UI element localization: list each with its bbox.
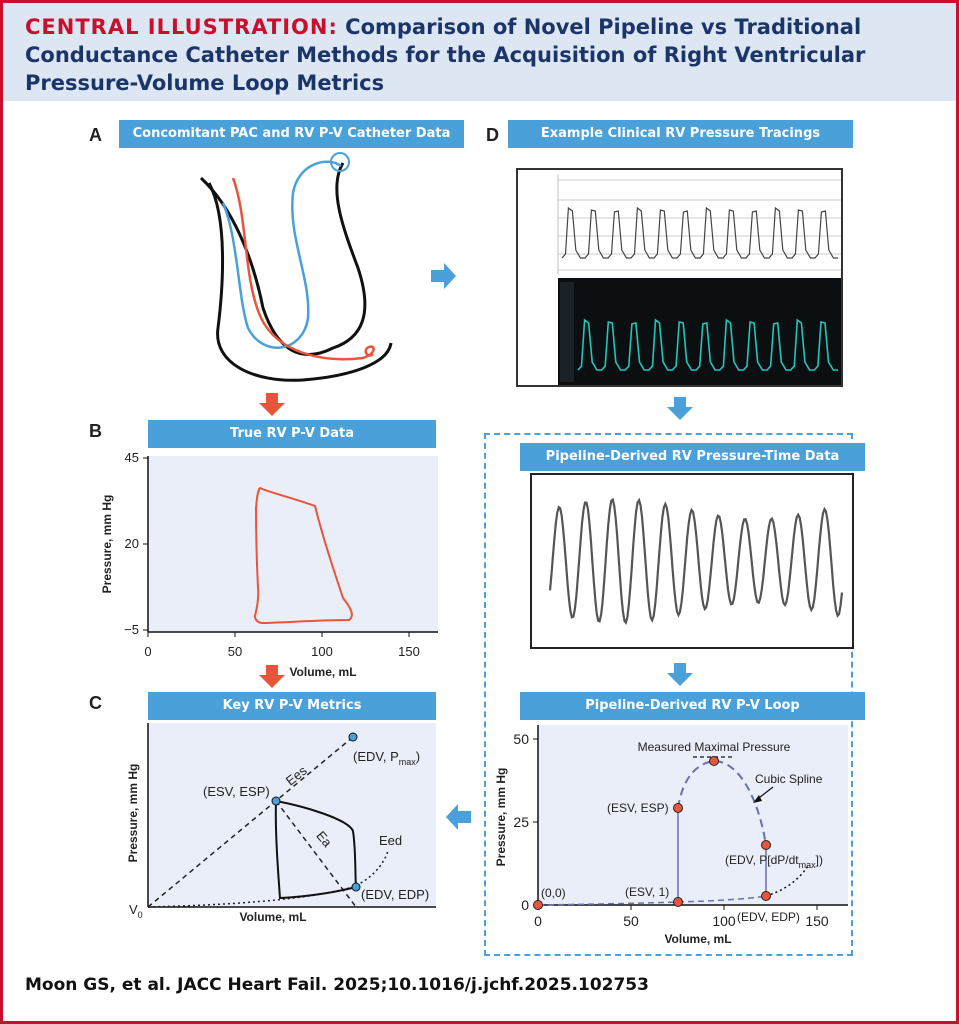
true-pv-plot: 45 20 −5 0 50 100 150 Volume, mL Pressur… <box>100 450 438 679</box>
ventricle-outline-outer <box>199 162 367 356</box>
pressure-time-svg <box>548 497 844 625</box>
panel-c-title: Key RV P-V Metrics <box>148 692 436 720</box>
key-metrics-plot: (EDV, Pmax) (ESV, ESP) Ees Ea Eed (EDV, … <box>126 723 436 924</box>
pac-catheter <box>221 160 342 349</box>
v0-label: V0 <box>129 902 143 920</box>
panel-e-title: Pipeline-Derived RV Pressure-Time Data <box>520 443 865 471</box>
header-band: CENTRAL ILLUSTRATION: Comparison of Nove… <box>3 3 956 101</box>
arrow-down-red-icon <box>259 393 285 416</box>
eed-curve <box>147 850 389 908</box>
plot-b-xtick-0: 0 <box>144 644 151 659</box>
illustration-title: CENTRAL ILLUSTRATION: Comparison of Nove… <box>25 13 940 97</box>
pmax-point <box>709 756 719 766</box>
edv-edp-point-f <box>761 891 771 901</box>
edv-edp-point <box>351 882 361 892</box>
plot-c-xlabel: Volume, mL <box>239 910 306 924</box>
pipeline-pv-loop-plot: 50 25 0 0 50 100 150 Volume, mL Pressure… <box>494 725 848 946</box>
filling-curve <box>537 895 767 906</box>
edv-dpdt-point <box>761 840 771 850</box>
title-prefix: CENTRAL ILLUSTRATION: <box>25 15 338 39</box>
cubic-spline-curve <box>677 759 767 846</box>
paper-pressure-trace <box>561 206 838 259</box>
plot-f-ylabel: Pressure, mm Hg <box>494 768 508 867</box>
esv-1-point <box>673 897 683 907</box>
edpvr-dotted-curve <box>765 865 809 897</box>
clinical-tracing-image <box>516 168 843 387</box>
esv-esp-point-f <box>673 803 683 813</box>
clinical-tracing-svg <box>518 170 841 385</box>
plot-b-xlabel: Volume, mL <box>289 665 356 679</box>
arrow-down-blue-icon <box>667 663 693 686</box>
plot-c-background <box>148 723 436 907</box>
esv-esp-point <box>271 796 281 806</box>
arrow-left-blue-icon <box>446 804 471 830</box>
plot-b-ytick-20: 20 <box>125 536 139 551</box>
plot-b-ytick-45: 45 <box>125 450 139 465</box>
edv-dpdt-label: (EDV, P[dP/dtmax]) <box>725 853 823 870</box>
plot-b-xtick-100: 100 <box>311 644 333 659</box>
plot-f-xtick-100: 100 <box>712 913 736 929</box>
edv-edp-label-f: (EDV, EDP) <box>737 910 800 924</box>
panel-d-letter: D <box>486 125 499 145</box>
esv-esp-label: (ESV, ESP) <box>203 784 270 799</box>
title-main: Comparison of Novel Pipeline vs Traditio… <box>25 15 866 95</box>
plot-f-xtick-50: 50 <box>623 913 639 929</box>
panel-c-letter: C <box>89 693 102 713</box>
pressure-time-box <box>530 473 854 649</box>
panel-b-title: True RV P-V Data <box>148 420 436 448</box>
arrow-down-red-icon <box>259 665 285 688</box>
pressure-time-trace <box>548 497 844 625</box>
plot-b-ylabel: Pressure, mm Hg <box>100 495 114 594</box>
esv-esp-label-f: (ESV, ESP) <box>607 801 669 815</box>
origin-label: (0,0) <box>541 886 566 900</box>
plot-b-background <box>148 456 438 632</box>
panel-b-letter: B <box>89 421 102 441</box>
pac-balloon <box>330 152 350 172</box>
citation: Moon GS, et al. JACC Heart Fail. 2025;10… <box>25 975 649 995</box>
arrow-right-blue-icon <box>431 263 456 289</box>
true-pv-loop <box>253 486 353 625</box>
spline-pointer-head <box>753 795 762 803</box>
plot-c-ylabel: Pressure, mm Hg <box>126 764 140 863</box>
esv-1-label: (ESV, 1) <box>625 885 669 899</box>
edv-edp-label: (EDV, EDP) <box>361 887 429 902</box>
conductance-catheter <box>231 177 375 361</box>
plot-f-ytick-25: 25 <box>513 814 529 830</box>
catheter-heart-diagram <box>199 152 393 382</box>
eed-label: Eed <box>379 833 402 848</box>
origin-point <box>533 900 543 910</box>
plot-b-xtick-50: 50 <box>228 644 242 659</box>
plot-f-background <box>538 725 848 905</box>
cubic-spline-label: Cubic Spline <box>755 772 823 786</box>
edv-pmax-label: (EDV, Pmax) <box>353 749 420 767</box>
plot-f-xtick-150: 150 <box>805 913 829 929</box>
panel-a-letter: A <box>89 125 102 145</box>
panel-d-title: Example Clinical RV Pressure Tracings <box>508 120 853 148</box>
plot-b-xtick-150: 150 <box>398 644 420 659</box>
monitor-pressure-trace <box>577 318 838 371</box>
arrow-down-blue-icon <box>667 397 693 420</box>
plot-f-xtick-0: 0 <box>534 913 542 929</box>
ventricle-outline-inner <box>207 182 393 382</box>
measured-max-label: Measured Maximal Pressure <box>638 740 791 754</box>
edv-pmax-point <box>348 732 358 742</box>
plot-b-ytick-neg5: −5 <box>124 622 139 637</box>
plot-f-ytick-0: 0 <box>521 897 529 913</box>
panel-a-title: Concomitant PAC and RV P-V Catheter Data <box>119 120 464 148</box>
plot-f-xlabel: Volume, mL <box>664 932 731 946</box>
plot-f-ytick-50: 50 <box>513 731 529 747</box>
plot-b-ticks <box>143 457 410 637</box>
panel-f-title: Pipeline-Derived RV P-V Loop <box>520 692 865 720</box>
